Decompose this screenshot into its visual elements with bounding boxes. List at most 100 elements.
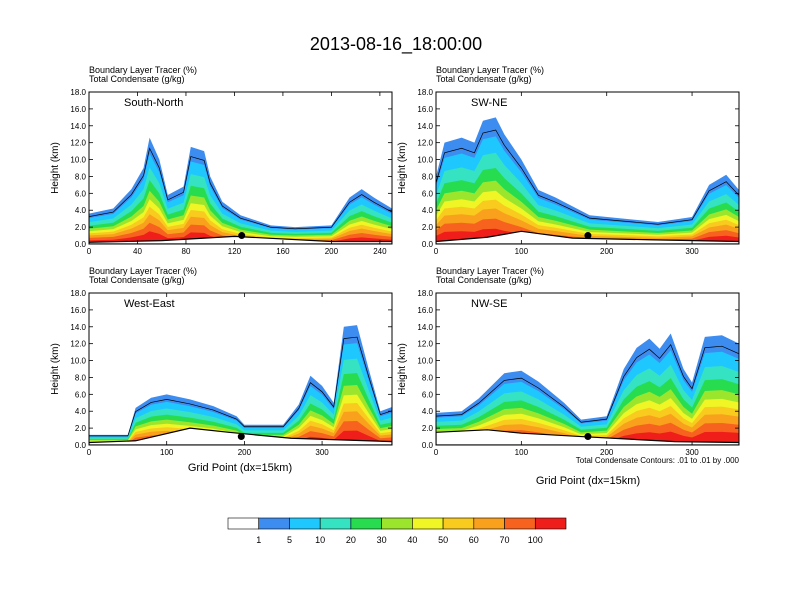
colorbar-label: 30 — [377, 535, 387, 545]
plot-frame — [435, 292, 740, 446]
location-marker — [237, 433, 245, 441]
location-marker — [584, 433, 592, 441]
y-tick-label: 16.0 — [70, 105, 86, 114]
location-marker — [584, 232, 592, 240]
panel-title: South-North — [124, 97, 183, 109]
plot-frame — [435, 91, 740, 245]
colorbar-swatch — [381, 517, 413, 530]
y-tick-label: 8.0 — [75, 373, 87, 382]
panel-field1-label: Boundary Layer Tracer (%) — [436, 65, 544, 75]
x-tick-label: 120 — [228, 247, 242, 256]
y-tick-label: 18.0 — [70, 88, 86, 97]
x-tick-label: 40 — [133, 247, 142, 256]
x-tick-label: 0 — [434, 448, 439, 457]
panel-south-north: Boundary Layer Tracer (%)Total Condensat… — [50, 65, 393, 256]
colorbar-swatch — [319, 517, 352, 530]
colorbar-label: 50 — [438, 535, 448, 545]
y-tick-label: 8.0 — [422, 172, 434, 181]
panel-field2-label: Total Condensate (g/kg) — [89, 275, 185, 285]
condensate-contour — [89, 147, 392, 230]
y-tick-label: 16.0 — [417, 105, 433, 114]
colorbar-label: 60 — [469, 535, 479, 545]
colorbar-label: 40 — [407, 535, 417, 545]
colorbar-swatch — [504, 517, 536, 530]
y-tick-label: 8.0 — [75, 172, 87, 181]
x-tick-label: 200 — [600, 448, 614, 457]
y-tick-label: 10.0 — [417, 156, 433, 165]
panel-sw-ne: Boundary Layer Tracer (%)Total Condensat… — [397, 65, 740, 256]
panel-title: SW-NE — [471, 97, 507, 109]
contour-note: Total Condensate Contours: .01 to .01 by… — [576, 456, 740, 465]
y-tick-label: 6.0 — [75, 189, 87, 198]
colorbar-label: 10 — [315, 535, 325, 545]
figure-title: 2013-08-16_18:00:00 — [310, 34, 482, 55]
condensate-contour — [89, 336, 392, 437]
y-tick-label: 0.0 — [75, 240, 87, 249]
condensate-contour — [436, 129, 739, 225]
colorbar-swatch — [473, 517, 505, 530]
y-tick-label: 2.0 — [75, 223, 87, 232]
x-tick-label: 300 — [685, 247, 699, 256]
x-tick-label: 200 — [238, 448, 252, 457]
y-tick-label: 4.0 — [75, 206, 87, 215]
colorbar-label: 70 — [500, 535, 510, 545]
y-tick-label: 10.0 — [70, 357, 86, 366]
y-tick-label: 18.0 — [417, 289, 433, 298]
colorbar-swatch — [412, 517, 444, 530]
x-tick-label: 0 — [434, 247, 439, 256]
y-tick-label: 12.0 — [70, 139, 86, 148]
panel-field-area — [436, 333, 739, 445]
y-tick-label: 6.0 — [422, 390, 434, 399]
panel-title: West-East — [124, 298, 175, 310]
terrain — [89, 235, 392, 244]
colorbar-label: 1 — [256, 535, 261, 545]
y-tick-label: 14.0 — [70, 323, 86, 332]
y-tick-label: 0.0 — [422, 240, 434, 249]
colorbar-label: 20 — [346, 535, 356, 545]
x-tick-label: 100 — [160, 448, 174, 457]
location-marker — [238, 232, 246, 240]
condensate-contour — [436, 343, 739, 423]
y-tick-label: 16.0 — [417, 306, 433, 315]
panel-title: NW-SE — [471, 298, 507, 310]
y-tick-label: 2.0 — [422, 223, 434, 232]
y-tick-label: 14.0 — [417, 122, 433, 131]
y-tick-label: 2.0 — [75, 424, 87, 433]
panel-field-area — [89, 137, 392, 244]
x-tick-label: 0 — [87, 448, 92, 457]
panel-field1-label: Boundary Layer Tracer (%) — [89, 266, 197, 276]
panel-field-area — [89, 325, 392, 445]
y-tick-label: 4.0 — [422, 407, 434, 416]
y-axis-label: Height (km) — [50, 142, 61, 194]
panel-field1-label: Boundary Layer Tracer (%) — [89, 65, 197, 75]
colorbar-swatch — [289, 517, 321, 530]
y-tick-label: 16.0 — [70, 306, 86, 315]
y-axis-label: Height (km) — [397, 343, 408, 395]
x-axis-label-left: Grid Point (dx=15km) — [188, 462, 292, 474]
x-tick-label: 240 — [373, 247, 387, 256]
y-tick-label: 6.0 — [75, 390, 87, 399]
x-tick-label: 200 — [600, 247, 614, 256]
x-tick-label: 200 — [325, 247, 339, 256]
panel-field2-label: Total Condensate (g/kg) — [89, 74, 185, 84]
y-tick-label: 4.0 — [75, 407, 87, 416]
y-tick-label: 14.0 — [70, 122, 86, 131]
y-tick-label: 18.0 — [70, 289, 86, 298]
plot-frame — [88, 91, 393, 245]
x-tick-label: 80 — [182, 247, 191, 256]
colorbar-swatch — [442, 517, 475, 530]
colorbar-swatch — [350, 517, 382, 530]
y-tick-label: 12.0 — [70, 340, 86, 349]
x-tick-label: 300 — [685, 448, 699, 457]
y-tick-label: 10.0 — [417, 357, 433, 366]
panel-west-east: Boundary Layer Tracer (%)Total Condensat… — [50, 266, 393, 457]
colorbar-label: 100 — [528, 535, 543, 545]
colorbar-label: 5 — [287, 535, 292, 545]
y-tick-label: 2.0 — [422, 424, 434, 433]
y-tick-label: 10.0 — [70, 156, 86, 165]
panel-nw-se: Boundary Layer Tracer (%)Total Condensat… — [397, 266, 740, 457]
y-axis-label: Height (km) — [50, 343, 61, 395]
x-tick-label: 160 — [276, 247, 290, 256]
panel-field2-label: Total Condensate (g/kg) — [436, 275, 532, 285]
